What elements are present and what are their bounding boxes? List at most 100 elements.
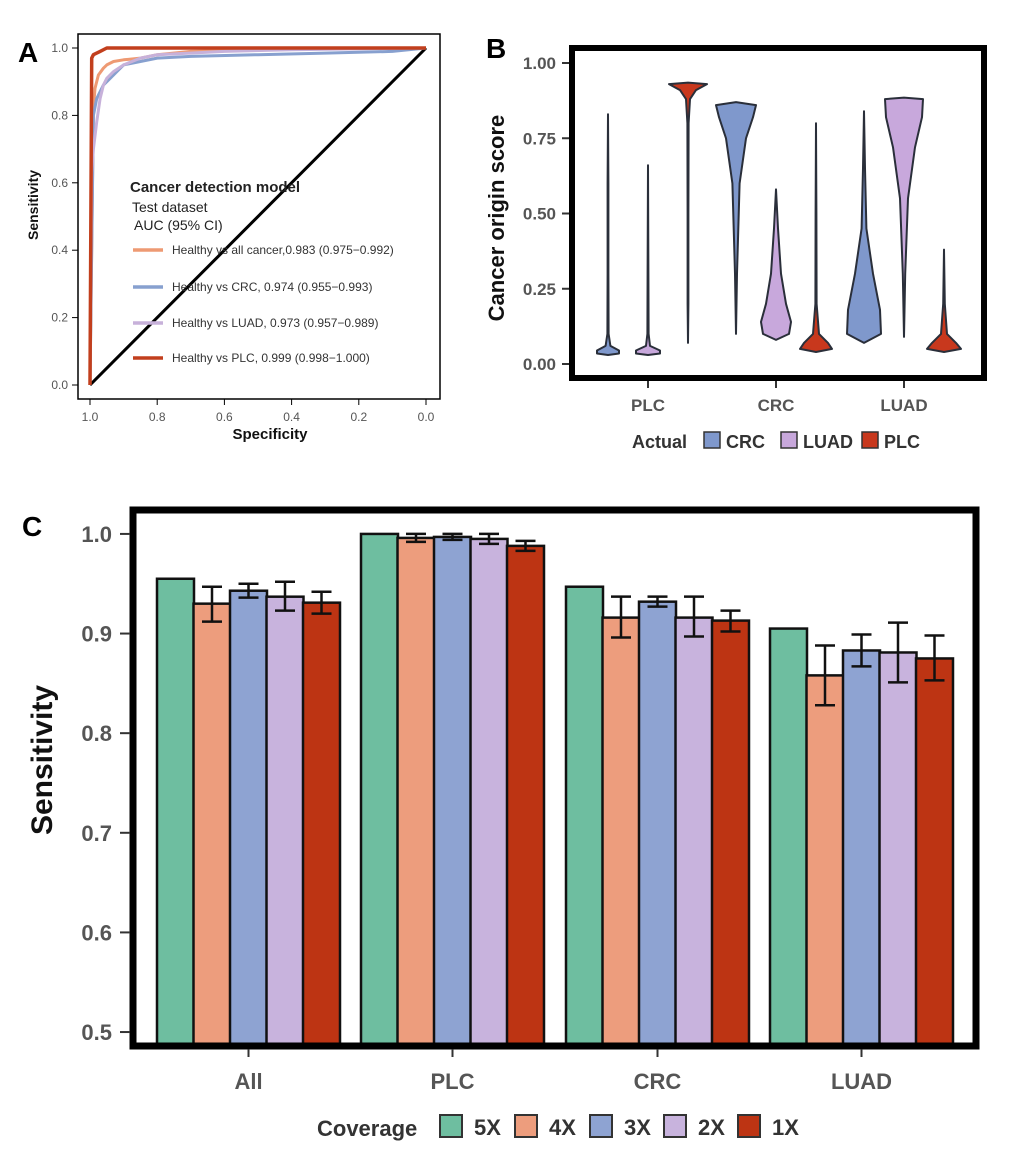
a-ytick-label: 1.0 bbox=[51, 41, 68, 55]
panel-a-frame bbox=[77, 33, 441, 400]
c-ytick-label: 0.9 bbox=[81, 622, 112, 647]
c-legend-label: 4X bbox=[549, 1115, 576, 1140]
a-legend-label: Healthy vs all cancer,0.983 (0.975−0.992… bbox=[172, 243, 394, 257]
b-violin-luad-plc bbox=[926, 248, 962, 353]
c-ytick-label: 0.5 bbox=[81, 1020, 112, 1045]
c-legend-swatch bbox=[737, 1114, 761, 1138]
panel-b-frame bbox=[569, 45, 987, 381]
b-legend-label: CRC bbox=[726, 432, 765, 452]
c-xtick-label: LUAD bbox=[831, 1069, 892, 1094]
c-bar-all-1x bbox=[301, 601, 342, 1050]
a-xtick-label: 0.6 bbox=[216, 410, 233, 424]
c-bar-luad-2x bbox=[878, 651, 918, 1050]
panel-c-legend: Coverage 5X 4X 3X 2X 1X bbox=[317, 1114, 799, 1141]
c-legend-swatch bbox=[589, 1114, 613, 1138]
c-bar-luad-1x bbox=[914, 657, 955, 1050]
b-violin-plc-plc bbox=[668, 81, 708, 344]
c-legend-label: 2X bbox=[698, 1115, 725, 1140]
c-legend-label: 3X bbox=[624, 1115, 651, 1140]
c-bar-crc-4x bbox=[601, 616, 641, 1050]
c-bar-plc-1x bbox=[505, 544, 546, 1050]
a-legend-label: Healthy vs LUAD, 0.973 (0.957−0.989) bbox=[172, 316, 378, 330]
a-ytick-label: 0.6 bbox=[51, 176, 68, 190]
b-violin-crc-luad bbox=[760, 188, 792, 341]
b-legend-swatch bbox=[703, 431, 721, 449]
panel-b-ylabel: Cancer origin score bbox=[484, 115, 509, 322]
a-legend-label: Healthy vs CRC, 0.974 (0.955−0.993) bbox=[172, 280, 372, 294]
panel-b-legend-title: Actual bbox=[632, 432, 687, 452]
b-xtick-label: PLC bbox=[631, 396, 665, 415]
a-legend-label: Healthy vs PLC, 0.999 (0.998−1.000) bbox=[172, 351, 370, 365]
c-bar-plc-2x bbox=[469, 537, 509, 1050]
c-bar-luad-5x bbox=[768, 627, 809, 1050]
a-roc-line-crc bbox=[88, 46, 427, 386]
c-bar-all-2x bbox=[265, 595, 305, 1050]
c-xtick-label: CRC bbox=[634, 1069, 682, 1094]
panel-letter-c: C bbox=[22, 511, 42, 542]
c-bar-luad-3x bbox=[841, 649, 882, 1050]
c-bar-all-3x bbox=[228, 589, 269, 1050]
b-ytick-label: 0.00 bbox=[523, 355, 556, 374]
c-ytick-label: 1.0 bbox=[81, 522, 112, 547]
a-ytick-label: 0.0 bbox=[51, 378, 68, 392]
panel-b-violin-chart: 0.00 0.25 0.50 0.75 1.00 PLC CRC LUAD Cancer or… bbox=[484, 45, 987, 452]
panel-a-ylabel: Sensitivity bbox=[25, 170, 41, 240]
c-legend-swatch bbox=[663, 1114, 687, 1138]
c-ytick-label: 0.7 bbox=[81, 821, 112, 846]
panel-a-roc-chart: 1.0 0.8 0.6 0.4 0.2 0.0 0.0 0.2 0.4 0.6 0.8 1.0 Can… bbox=[25, 33, 441, 443]
a-xtick-label: 0.2 bbox=[350, 410, 367, 424]
b-ytick-label: 0.75 bbox=[523, 129, 556, 148]
panel-letter-a: A bbox=[18, 37, 38, 68]
c-bar-plc-3x bbox=[432, 535, 473, 1050]
b-violin-plc-luad bbox=[635, 164, 661, 356]
panel-a-axes: 1.0 0.8 0.6 0.4 0.2 0.0 0.0 0.2 0.4 0.6 0.8 1.0 bbox=[51, 41, 434, 424]
c-bar-plc-4x bbox=[396, 536, 436, 1050]
panel-a-xlabel: Specificity bbox=[232, 426, 308, 443]
c-legend-label: 1X bbox=[772, 1115, 799, 1140]
b-violin-plc-crc bbox=[596, 113, 620, 356]
b-legend-label: LUAD bbox=[803, 432, 853, 452]
c-ytick-label: 0.8 bbox=[81, 721, 112, 746]
b-violin-crc-plc bbox=[799, 122, 833, 353]
panel-a-subtitle: Test dataset bbox=[132, 199, 208, 215]
c-bar-luad-4x bbox=[805, 674, 845, 1050]
a-ytick-label: 0.4 bbox=[51, 243, 68, 257]
panel-c-ylabel: Sensitivity bbox=[26, 685, 59, 835]
b-violin-luad-crc bbox=[846, 110, 882, 344]
panel-c-bars bbox=[155, 532, 955, 1050]
a-xtick-label: 0.0 bbox=[418, 410, 435, 424]
c-bar-all-5x bbox=[155, 577, 196, 1050]
panel-c-legend-title: Coverage bbox=[317, 1116, 417, 1141]
panel-b-violins bbox=[596, 81, 962, 356]
b-violin-crc-crc bbox=[715, 101, 757, 335]
b-ytick-label: 1.00 bbox=[523, 54, 556, 73]
c-bar-all-4x bbox=[192, 602, 232, 1050]
b-violin-luad-luad bbox=[884, 96, 924, 338]
a-ytick-label: 0.2 bbox=[51, 311, 68, 325]
b-xtick-label: CRC bbox=[758, 396, 795, 415]
c-legend-swatch bbox=[439, 1114, 463, 1138]
panel-b-axes: 0.00 0.25 0.50 0.75 1.00 PLC CRC LUAD bbox=[523, 54, 928, 415]
c-legend-label: 5X bbox=[474, 1115, 501, 1140]
c-bar-crc-2x bbox=[674, 616, 714, 1050]
panel-a-roc-curves bbox=[88, 46, 427, 386]
c-legend-swatch bbox=[514, 1114, 538, 1138]
panel-c-frame bbox=[129, 506, 980, 1050]
b-ytick-label: 0.50 bbox=[523, 205, 556, 224]
b-xtick-label: LUAD bbox=[880, 396, 927, 415]
panel-a-diagonal-line bbox=[88, 46, 428, 387]
a-xtick-label: 0.4 bbox=[283, 410, 300, 424]
c-bar-crc-1x bbox=[710, 619, 751, 1050]
panel-a-title: Cancer detection model bbox=[130, 179, 300, 196]
b-legend-label: PLC bbox=[884, 432, 920, 452]
panel-a-legend: Healthy vs all cancer,0.983 (0.975−0.992… bbox=[133, 243, 394, 365]
panel-c-bar-chart: 0.5 0.6 0.7 0.8 0.9 1.0 All PLC CRC LUAD Sensitiv… bbox=[26, 506, 980, 1141]
c-xtick-label: All bbox=[234, 1069, 262, 1094]
panel-a-subtitle-2: AUC (95% CI) bbox=[134, 217, 223, 233]
panel-letter-b: B bbox=[486, 33, 506, 64]
a-xtick-label: 1.0 bbox=[82, 410, 99, 424]
c-ytick-label: 0.6 bbox=[81, 920, 112, 945]
b-ytick-label: 0.25 bbox=[523, 280, 556, 299]
b-legend-swatch bbox=[861, 431, 879, 449]
